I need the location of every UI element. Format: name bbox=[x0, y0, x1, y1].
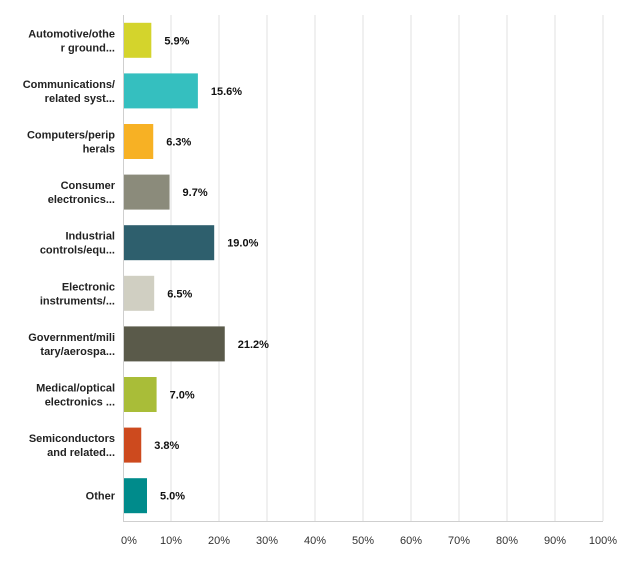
bars bbox=[124, 22, 225, 514]
x-tick-label: 80% bbox=[496, 535, 518, 547]
value-label: 15.6% bbox=[211, 86, 242, 98]
value-label: 5.0% bbox=[160, 491, 185, 503]
category-label: Automotive/othe r ground... bbox=[28, 28, 115, 54]
x-tick-label: 60% bbox=[400, 535, 422, 547]
x-tick-label: 40% bbox=[304, 535, 326, 547]
x-tick-label: 30% bbox=[256, 535, 278, 547]
value-label: 3.8% bbox=[154, 440, 179, 452]
value-label: 6.3% bbox=[166, 137, 191, 149]
x-tick-label: 10% bbox=[160, 535, 182, 547]
value-label: 21.2% bbox=[238, 339, 269, 351]
bar bbox=[124, 427, 142, 463]
x-tick-label: 50% bbox=[352, 535, 374, 547]
gridlines bbox=[170, 15, 604, 521]
category-label: Industrial controls/equ... bbox=[40, 231, 115, 257]
x-tick-label: 100% bbox=[589, 535, 617, 547]
category-label: Semiconductors and related... bbox=[29, 433, 115, 459]
bar bbox=[124, 124, 154, 159]
category-label: Communications/related syst... bbox=[23, 79, 115, 105]
x-tick-label: 70% bbox=[448, 535, 470, 547]
x-tick-label: 90% bbox=[544, 535, 566, 547]
category-label: Government/mili tary/aerospa... bbox=[28, 332, 115, 358]
bar bbox=[124, 22, 152, 58]
bar bbox=[124, 478, 147, 514]
category-label: Medical/optical electronics ... bbox=[36, 383, 115, 409]
x-tick-label: 0% bbox=[121, 535, 137, 547]
category-label: Other bbox=[86, 491, 116, 503]
category-label: Electronic instruments/... bbox=[40, 281, 115, 307]
x-tick-label: 20% bbox=[208, 535, 230, 547]
value-label: 19.0% bbox=[227, 238, 258, 250]
bar bbox=[124, 377, 157, 412]
value-label: 5.9% bbox=[164, 35, 189, 47]
bar bbox=[124, 174, 170, 210]
category-label: Computers/perip herals bbox=[27, 130, 115, 156]
category-labels: Automotive/othe r ground... Communications… bbox=[23, 28, 116, 502]
bar bbox=[124, 73, 198, 109]
category-label: Consumer electronics... bbox=[48, 180, 116, 206]
value-label: 7.0% bbox=[170, 390, 195, 402]
value-label: 6.5% bbox=[167, 288, 192, 300]
x-tick-labels: 0% 10% 20% 30% 40% 50% 60% 70% 80% 90% 100% bbox=[121, 535, 617, 547]
value-labels: 5.9% 15.6% 6.3% 9.7% 19.0% 6.5% 21.2% 7.0% 3.8% 5… bbox=[154, 35, 269, 502]
bar bbox=[124, 225, 215, 261]
value-label: 9.7% bbox=[183, 187, 208, 199]
bar bbox=[124, 275, 155, 311]
bar bbox=[124, 326, 225, 362]
